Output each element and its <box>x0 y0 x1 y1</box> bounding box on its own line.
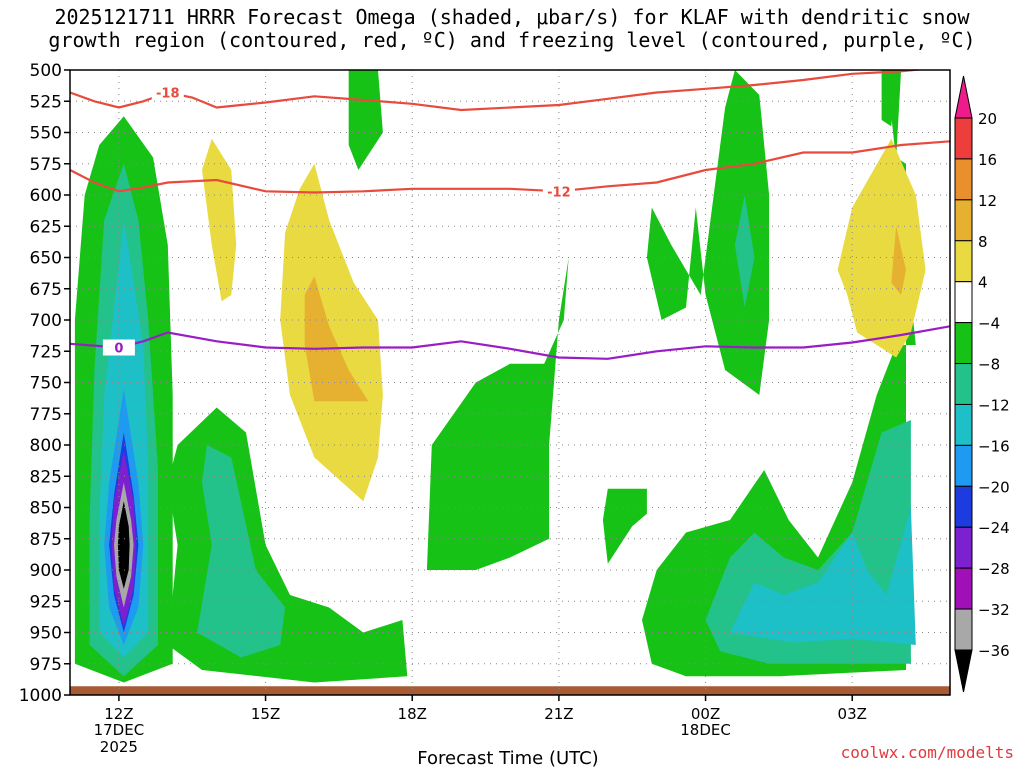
y-axis: 500 525 550 575 600 625 650 675 700 725 750 775 800 8… <box>19 61 70 706</box>
y-tick-label-650: 650 <box>30 249 62 269</box>
colorbar-label-0: 20 <box>978 110 997 128</box>
colorbar-swatch-10 <box>954 485 973 528</box>
x-tick-label-15Z: 15Z <box>251 705 280 723</box>
ground-fill <box>70 686 950 695</box>
colorbar-swatch-11 <box>954 526 973 569</box>
dgz-contour--12-label: -12 <box>547 185 571 200</box>
omega-region-neg8-6 <box>642 70 916 677</box>
y-tick-label-850: 850 <box>30 499 62 519</box>
x-tick-year-12Z: 2025 <box>100 738 138 756</box>
omega-region-8-0 <box>304 276 369 402</box>
colorbar-swatch-2 <box>954 158 973 201</box>
colorbar-swatch-8 <box>954 403 973 446</box>
y-tick-label-725: 725 <box>30 342 62 362</box>
colorbar-label-11: −28 <box>978 560 1010 578</box>
colorbar-swatch-4 <box>954 240 973 283</box>
omega-region-neg8-3 <box>426 257 569 570</box>
y-tick-label-975: 975 <box>30 655 62 675</box>
dgz-contour--18-label: -18 <box>156 87 180 102</box>
colorbar-label-1: 16 <box>978 151 997 169</box>
omega-region-8-1 <box>891 226 906 295</box>
grid-lines <box>70 70 950 695</box>
y-tick-label-675: 675 <box>30 280 62 300</box>
colorbar-label-5: −4 <box>978 315 1000 333</box>
omega-region-neg8-2 <box>348 70 383 170</box>
y-tick-label-800: 800 <box>30 436 62 456</box>
colorbar-label-12: −32 <box>978 601 1010 619</box>
ground-layer <box>70 686 950 695</box>
y-tick-label-500: 500 <box>30 61 62 81</box>
y-tick-label-875: 875 <box>30 530 62 550</box>
colorbar-label-6: −8 <box>978 356 1000 374</box>
y-tick-label-750: 750 <box>30 374 62 394</box>
colorbar-label-3: 8 <box>978 233 988 251</box>
dgz-contour--12 <box>70 140 950 194</box>
x-tick-label-18Z: 18Z <box>398 705 427 723</box>
chart-title: 2025121711 HRRR Forecast Omega (shaded, … <box>0 6 1024 52</box>
y-tick-label-600: 600 <box>30 186 62 206</box>
colorbar-label-8: −16 <box>978 437 1010 455</box>
colorbar-label-9: −20 <box>978 478 1010 496</box>
colorbar-label-2: 12 <box>978 192 997 210</box>
title-line-1: 2025121711 HRRR Forecast Omega (shaded, … <box>54 5 970 29</box>
colorbar-swatch-13 <box>954 608 973 651</box>
colorbar-top-triangle <box>954 75 973 119</box>
dgz-contour--18-label-bg <box>151 84 184 101</box>
y-tick-label-700: 700 <box>30 311 62 331</box>
omega-shading <box>74 70 926 683</box>
dgz-contour--12-label-bg <box>542 183 575 200</box>
colorbar-label-4: 4 <box>978 274 988 292</box>
colorbar-label-10: −24 <box>978 519 1010 537</box>
x-tick-date-12Z: 17DEC <box>94 721 145 739</box>
x-tick-date-00Z: 18DEC <box>680 721 731 739</box>
credit-text: coolwx.com/modelts <box>840 743 1014 762</box>
y-tick-label-525: 525 <box>30 92 62 112</box>
x-tick-label-00Z: 00Z <box>691 705 720 723</box>
colorbar-swatch-1 <box>954 117 973 160</box>
freezing-level-contour-label-bg <box>102 339 135 356</box>
colorbar-bottom-triangle <box>954 649 973 693</box>
omega-region-neg12-1 <box>197 445 286 658</box>
y-tick-label-625: 625 <box>30 217 62 237</box>
omega-region-neg12-2 <box>734 195 755 308</box>
y-tick-label-900: 900 <box>30 561 62 581</box>
colorbar-label-13: −36 <box>978 642 1010 660</box>
colorbar-swatch-7 <box>954 363 973 405</box>
omega-region-neg36-0 <box>117 501 130 589</box>
omega-region-4-2 <box>837 138 926 358</box>
x-axis-label: Forecast Time (UTC) <box>417 748 598 768</box>
temperature-contours: -18 -12 0 <box>70 70 950 360</box>
omega-region-neg8-7 <box>881 70 897 127</box>
y-tick-label-1000: 1000 <box>19 686 62 706</box>
y-tick-label-950: 950 <box>30 624 62 644</box>
colorbar-swatch-6 <box>954 322 973 365</box>
colorbar-swatch-5 <box>954 281 973 324</box>
y-tick-label-550: 550 <box>30 124 62 144</box>
colorbar-swatch-9 <box>954 444 973 487</box>
x-tick-label-12Z: 12Z <box>104 705 133 723</box>
y-tick-label-575: 575 <box>30 155 62 175</box>
freezing-level-contour <box>70 325 950 360</box>
y-tick-label-775: 775 <box>30 405 62 425</box>
colorbar-swatch-12 <box>954 567 973 610</box>
y-tick-label-925: 925 <box>30 592 62 612</box>
colorbar: 20 16 12 8 4 −4 −8 −12 −16 −20 −24 −28 −32 −36 <box>954 75 1010 693</box>
y-tick-label-825: 825 <box>30 467 62 487</box>
omega-region-neg8-5 <box>646 70 770 395</box>
freezing-level-contour-label: 0 <box>114 342 123 357</box>
x-tick-label-03Z: 03Z <box>838 705 867 723</box>
colorbar-swatch-3 <box>954 199 973 242</box>
colorbar-label-7: −12 <box>978 396 1010 414</box>
omega-region-neg8-4 <box>602 488 647 564</box>
x-tick-label-21Z: 21Z <box>544 705 573 723</box>
title-line-2: growth region (contoured, red, ºC) and f… <box>48 28 976 52</box>
omega-region-neg16-1 <box>730 507 916 645</box>
